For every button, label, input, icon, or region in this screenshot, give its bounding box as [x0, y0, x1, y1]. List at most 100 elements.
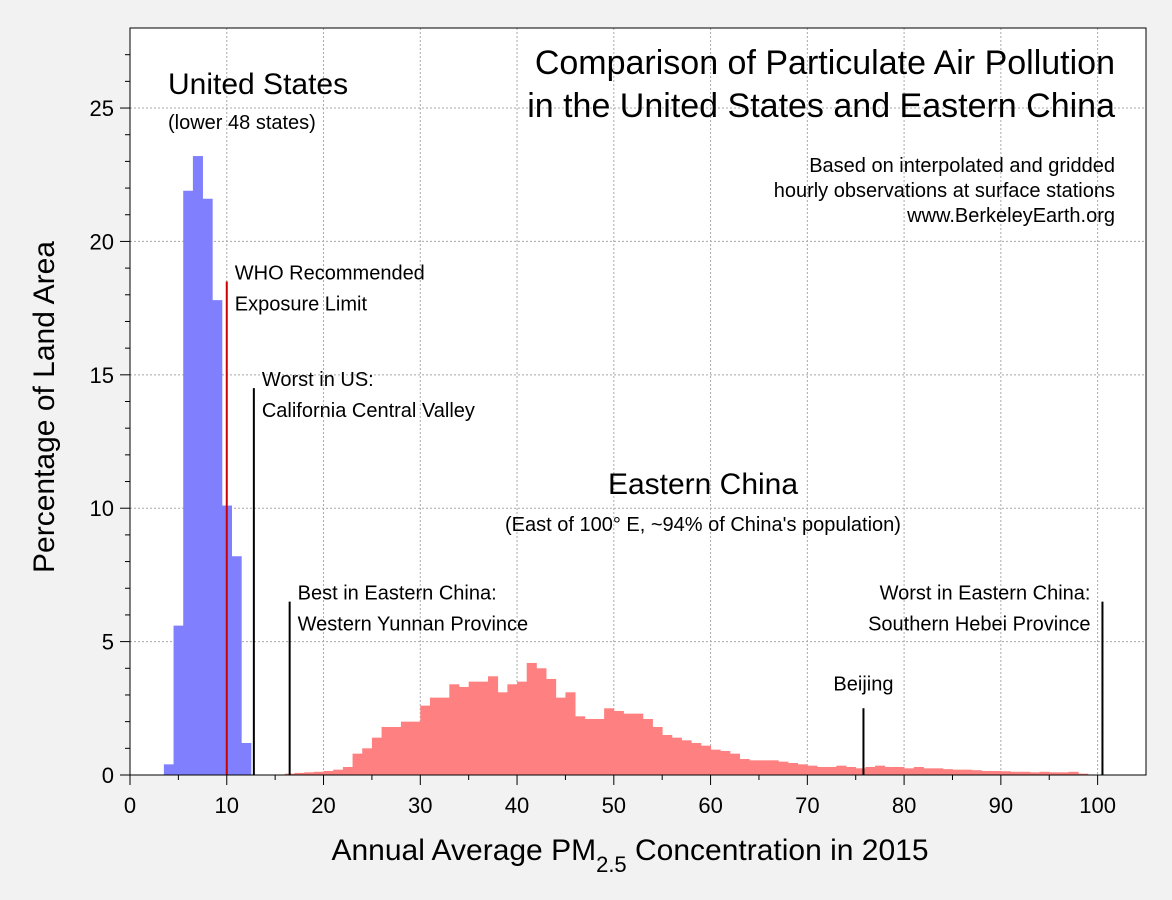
who-label-line-1: WHO Recommended: [235, 262, 425, 284]
us-bar: [183, 190, 194, 776]
x-axis-label-main: Annual Average PM: [331, 834, 596, 867]
china-bar: [1078, 773, 1089, 775]
china-bar: [710, 749, 721, 775]
us-bar: [231, 556, 242, 775]
china-bar: [700, 745, 711, 775]
x-tick-label: 60: [698, 793, 722, 818]
y-tick-label: 25: [90, 96, 114, 121]
china-bar: [439, 697, 450, 775]
china-bar: [846, 766, 857, 775]
china-bar: [691, 742, 702, 775]
china-bar: [1039, 771, 1050, 775]
worst-us-label-line-1: Worst in US:: [262, 369, 374, 391]
china-bar: [371, 737, 382, 775]
source-note-line-1: Based on interpolated and gridded: [809, 155, 1115, 177]
china-bar: [768, 760, 779, 775]
china-bar: [681, 740, 692, 775]
china-bar: [449, 684, 460, 775]
china-bar: [613, 710, 624, 775]
best-china-label-line-2: Western Yunnan Province: [298, 614, 529, 636]
source-note-line-3: www.BerkeleyEarth.org: [906, 205, 1115, 227]
chart-title-line-1: Comparison of Particulate Air Pollution: [535, 44, 1115, 82]
china-bar: [865, 766, 876, 775]
china-bar: [313, 771, 324, 775]
china-bar: [817, 766, 828, 775]
china-series-sublabel: (East of 100° E, ~94% of China's populat…: [505, 514, 901, 536]
china-bar: [787, 762, 799, 775]
source-note-line-2: hourly observations at surface stations: [774, 180, 1115, 202]
china-bar: [323, 770, 334, 775]
china-bar: [778, 761, 789, 775]
china-bar: [458, 686, 470, 775]
china-bar: [410, 721, 421, 775]
china-bar: [633, 713, 644, 775]
china-bar: [1049, 772, 1060, 775]
china-bar: [662, 734, 673, 775]
china-bar: [546, 678, 557, 775]
china-bar: [942, 769, 953, 775]
us-bar: [192, 156, 203, 776]
us-bar: [202, 198, 213, 775]
china-bar: [304, 772, 315, 775]
china-bar: [352, 753, 363, 775]
x-tick-label: 50: [602, 793, 626, 818]
worst-china-label-line-1: Worst in Eastern China:: [880, 583, 1091, 605]
china-bar: [536, 668, 547, 775]
china-bar: [342, 766, 353, 775]
y-tick-label: 10: [90, 496, 114, 521]
x-tick-label: 40: [505, 793, 529, 818]
china-bar: [294, 772, 305, 775]
china-bar: [933, 768, 944, 775]
us-bar: [173, 625, 184, 775]
china-bar: [923, 768, 934, 775]
who-label-line-2: Exposure Limit: [235, 293, 368, 315]
china-bar: [362, 748, 373, 775]
china-bar: [913, 766, 924, 775]
worst-china-label-line-2: Southern Hebei Province: [868, 614, 1090, 636]
china-bar: [739, 758, 750, 775]
x-tick-label: 10: [215, 793, 239, 818]
x-axis-label-rest: Concentration in 2015: [627, 834, 929, 867]
china-bar: [971, 770, 982, 775]
china-bar: [400, 721, 412, 775]
us-bar: [212, 300, 223, 775]
us-series-label: United States: [168, 68, 348, 101]
china-bar: [826, 766, 837, 775]
us-bar: [241, 742, 252, 775]
china-bar: [671, 737, 682, 775]
china-bar: [797, 764, 808, 775]
china-bar: [507, 684, 518, 775]
china-bar: [836, 765, 847, 775]
china-bar: [584, 718, 595, 775]
china-bar: [333, 769, 344, 775]
china-bar: [604, 708, 615, 775]
grid-lines: [130, 28, 1146, 775]
chart-title-line-2: in the United States and Eastern China: [527, 87, 1115, 125]
china-bar: [904, 768, 915, 775]
best-china-label-line-1: Best in Eastern China:: [298, 583, 497, 605]
china-bar: [729, 753, 740, 775]
china-bar: [952, 769, 963, 775]
china-bar: [720, 750, 731, 775]
china-series-label: Eastern China: [608, 468, 798, 501]
x-tick-label: 100: [1079, 793, 1116, 818]
china-bar: [575, 716, 586, 775]
china-bar: [981, 770, 992, 775]
y-tick-label: 5: [102, 630, 114, 655]
y-tick-label: 20: [90, 229, 114, 254]
x-tick-label: 90: [989, 793, 1013, 818]
x-axis-label: Annual Average PM2.5 Concentration in 20…: [331, 834, 928, 877]
china-bar: [488, 676, 499, 775]
x-tick-label: 70: [795, 793, 819, 818]
plot-area: [130, 28, 1146, 775]
y-tick-label: 15: [90, 363, 114, 388]
beijing-label-line-1: Beijing: [833, 673, 893, 695]
china-bar: [517, 681, 528, 775]
china-bar: [855, 768, 866, 775]
china-bar: [429, 697, 441, 775]
china-bar: [623, 713, 634, 775]
china-bar: [420, 705, 431, 775]
china-bar: [1000, 771, 1011, 775]
china-bar: [468, 681, 479, 775]
china-bar: [652, 726, 663, 775]
